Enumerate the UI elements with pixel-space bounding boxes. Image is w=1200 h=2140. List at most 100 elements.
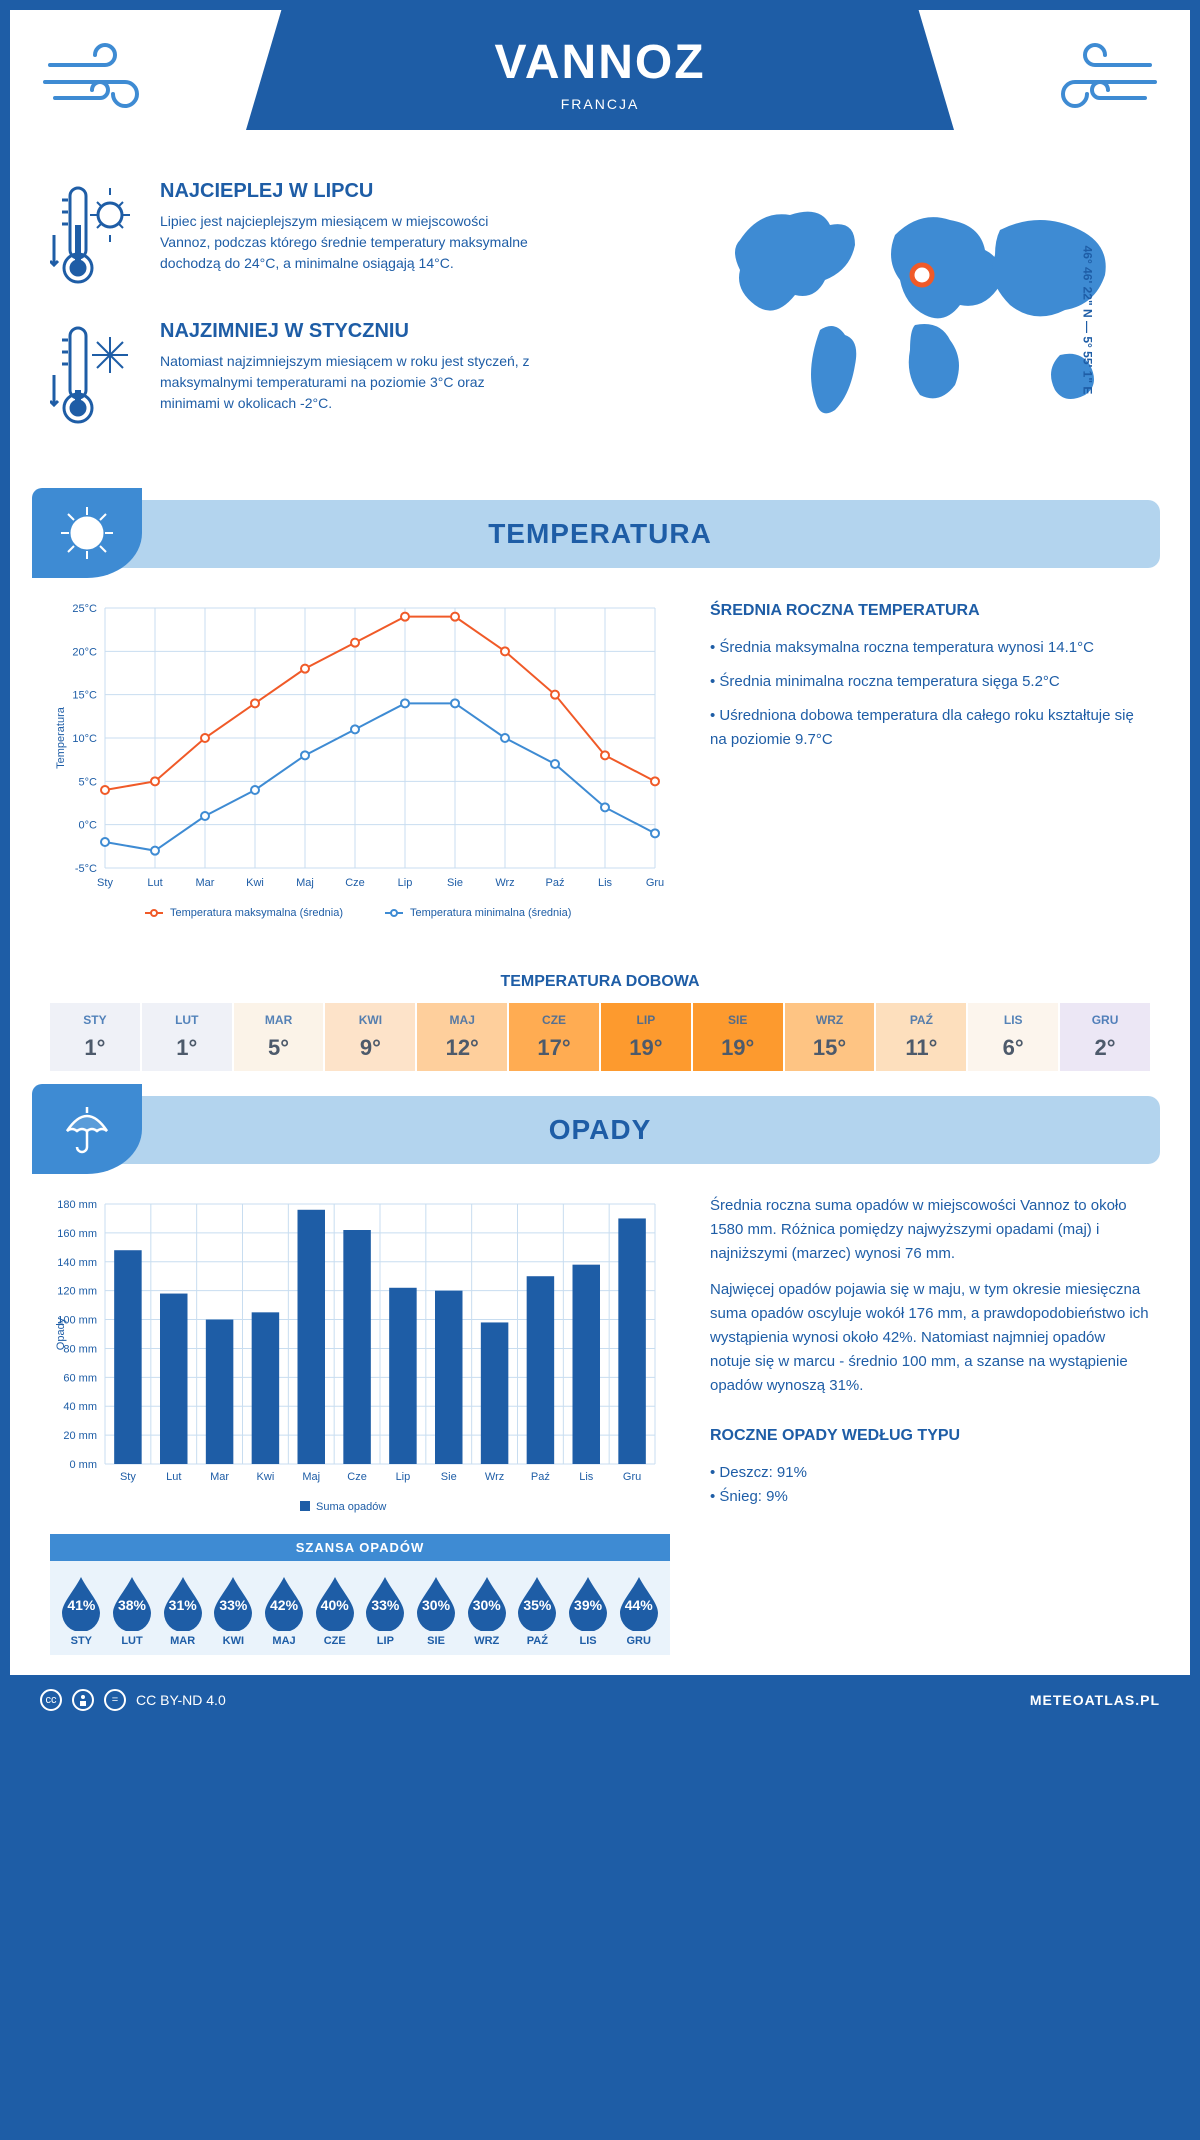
svg-text:40 mm: 40 mm (63, 1401, 97, 1413)
svg-text:Lis: Lis (598, 877, 613, 889)
svg-text:120 mm: 120 mm (57, 1286, 97, 1298)
country-name: FRANCJA (246, 96, 954, 112)
svg-text:Maj: Maj (296, 877, 314, 889)
svg-text:Suma opadów: Suma opadów (316, 1501, 386, 1513)
precip-type-title: ROCZNE OPADY WEDŁUG TYPU (710, 1423, 1150, 1449)
temperature-chart: -5°C0°C5°C10°C15°C20°C25°CStyLutMarKwiMa… (50, 598, 670, 938)
chance-cell: 42%MAJ (261, 1573, 308, 1647)
wind-icon (1030, 40, 1160, 120)
daily-cell: WRZ15° (785, 1003, 875, 1071)
svg-text:Paź: Paź (531, 1471, 550, 1483)
chance-cell: 40%CZE (311, 1573, 358, 1647)
overview-row: NAJCIEPLEJ W LIPCU Lipiec jest najcieple… (10, 170, 1190, 490)
svg-text:Opady: Opady (55, 1317, 67, 1350)
svg-text:180 mm: 180 mm (57, 1199, 97, 1211)
precip-p1: Średnia roczna suma opadów w miejscowośc… (710, 1194, 1150, 1266)
svg-text:Sie: Sie (441, 1471, 457, 1483)
temperature-title: TEMPERATURA (40, 518, 1160, 550)
sun-icon (32, 488, 142, 578)
daily-cell: LUT1° (142, 1003, 232, 1071)
bullet-avg: • Uśredniona dobowa temperatura dla całe… (710, 704, 1150, 752)
svg-text:25°C: 25°C (72, 603, 97, 615)
temperature-section-header: TEMPERATURA (40, 500, 1160, 568)
license-text: CC BY-ND 4.0 (136, 1692, 226, 1708)
daily-cell: MAR5° (234, 1003, 324, 1071)
coldest-text: Natomiast najzimniejszym miesiącem w rok… (160, 351, 540, 414)
world-map (710, 180, 1140, 440)
daily-cell: LIS6° (968, 1003, 1058, 1071)
svg-text:60 mm: 60 mm (63, 1372, 97, 1384)
svg-text:Mar: Mar (196, 877, 215, 889)
svg-text:Cze: Cze (347, 1471, 367, 1483)
svg-text:140 mm: 140 mm (57, 1257, 97, 1269)
coldest-title: NAJZIMNIEJ W STYCZNIU (160, 320, 540, 343)
svg-text:80 mm: 80 mm (63, 1343, 97, 1355)
hottest-block: NAJCIEPLEJ W LIPCU Lipiec jest najcieple… (50, 180, 680, 295)
svg-text:Sty: Sty (97, 877, 113, 889)
svg-text:160 mm: 160 mm (57, 1228, 97, 1240)
svg-text:Lip: Lip (398, 877, 413, 889)
svg-text:15°C: 15°C (72, 690, 97, 702)
precip-rain: • Deszcz: 91% (710, 1461, 1150, 1485)
chance-cell: 44%GRU (615, 1573, 662, 1647)
svg-text:0°C: 0°C (79, 820, 98, 832)
svg-text:20 mm: 20 mm (63, 1430, 97, 1442)
precip-chance: SZANSA OPADÓW 41%STY38%LUT31%MAR33%KWI42… (50, 1534, 670, 1655)
precip-chart: 0 mm20 mm40 mm60 mm80 mm100 mm120 mm140 … (50, 1194, 670, 1655)
coldest-block: NAJZIMNIEJ W STYCZNIU Natomiast najzimni… (50, 320, 680, 435)
svg-text:Temperatura maksymalna (średni: Temperatura maksymalna (średnia) (170, 907, 343, 919)
wind-icon (40, 40, 170, 120)
thermometer-cold-icon (50, 320, 140, 435)
precip-section-header: OPADY (40, 1096, 1160, 1164)
svg-text:Gru: Gru (623, 1471, 641, 1483)
temperature-summary: ŚREDNIA ROCZNA TEMPERATURA • Średnia mak… (710, 598, 1150, 938)
precip-snow: • Śnieg: 9% (710, 1485, 1150, 1509)
umbrella-icon (32, 1084, 142, 1174)
bullet-min: • Średnia minimalna roczna temperatura s… (710, 670, 1150, 694)
precip-title: OPADY (40, 1114, 1160, 1146)
cc-icon: cc (40, 1689, 62, 1711)
svg-text:Kwi: Kwi (246, 877, 264, 889)
chance-cell: 39%LIS (565, 1573, 612, 1647)
thermometer-hot-icon (50, 180, 140, 295)
chance-cell: 35%PAŹ (514, 1573, 561, 1647)
bullet-max: • Średnia maksymalna roczna temperatura … (710, 636, 1150, 660)
title-banner: VANNOZ FRANCJA (246, 10, 954, 130)
svg-text:20°C: 20°C (72, 646, 97, 658)
daily-temp-title: TEMPERATURA DOBOWA (10, 973, 1190, 991)
coordinates: 46° 46' 22" N — 5° 55' 1" E (1081, 246, 1095, 395)
daily-cell: CZE17° (509, 1003, 599, 1071)
precip-summary: Średnia roczna suma opadów w miejscowośc… (710, 1194, 1150, 1655)
header: VANNOZ FRANCJA (10, 10, 1190, 170)
by-icon (72, 1689, 94, 1711)
map-column: 46° 46' 22" N — 5° 55' 1" E (710, 180, 1150, 460)
svg-text:5°C: 5°C (79, 776, 98, 788)
svg-text:Temperatura minimalna (średnia: Temperatura minimalna (średnia) (410, 907, 571, 919)
daily-cell: KWI9° (325, 1003, 415, 1071)
svg-text:Sty: Sty (120, 1471, 136, 1483)
svg-text:Paź: Paź (546, 877, 565, 889)
chance-cell: 30%WRZ (463, 1573, 510, 1647)
chance-cell: 38%LUT (109, 1573, 156, 1647)
precip-p2: Najwięcej opadów pojawia się w maju, w t… (710, 1278, 1150, 1398)
daily-cell: LIP19° (601, 1003, 691, 1071)
chance-title: SZANSA OPADÓW (50, 1534, 670, 1561)
chance-cell: 31%MAR (159, 1573, 206, 1647)
daily-temp-row: STY1°LUT1°MAR5°KWI9°MAJ12°CZE17°LIP19°SI… (50, 1003, 1150, 1071)
svg-text:Lut: Lut (166, 1471, 181, 1483)
hottest-title: NAJCIEPLEJ W LIPCU (160, 180, 540, 203)
daily-cell: GRU2° (1060, 1003, 1150, 1071)
svg-text:Temperatura: Temperatura (55, 706, 67, 769)
svg-text:0 mm: 0 mm (70, 1459, 98, 1471)
svg-text:Lip: Lip (396, 1471, 411, 1483)
svg-text:Sie: Sie (447, 877, 463, 889)
svg-text:Kwi: Kwi (257, 1471, 275, 1483)
annual-temp-title: ŚREDNIA ROCZNA TEMPERATURA (710, 598, 1150, 624)
daily-cell: STY1° (50, 1003, 140, 1071)
chance-cell: 41%STY (58, 1573, 105, 1647)
svg-text:Lut: Lut (147, 877, 162, 889)
svg-text:Wrz: Wrz (485, 1471, 504, 1483)
chance-cell: 33%LIP (362, 1573, 409, 1647)
daily-cell: PAŹ11° (876, 1003, 966, 1071)
chance-cell: 30%SIE (413, 1573, 460, 1647)
